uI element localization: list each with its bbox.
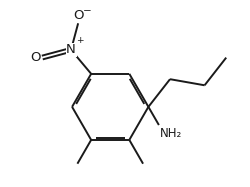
Text: O: O [30, 51, 40, 64]
Text: N: N [66, 43, 76, 56]
Text: O: O [72, 9, 83, 22]
Text: +: + [76, 36, 83, 45]
Text: −: − [82, 6, 91, 16]
Text: NH₂: NH₂ [159, 127, 181, 140]
